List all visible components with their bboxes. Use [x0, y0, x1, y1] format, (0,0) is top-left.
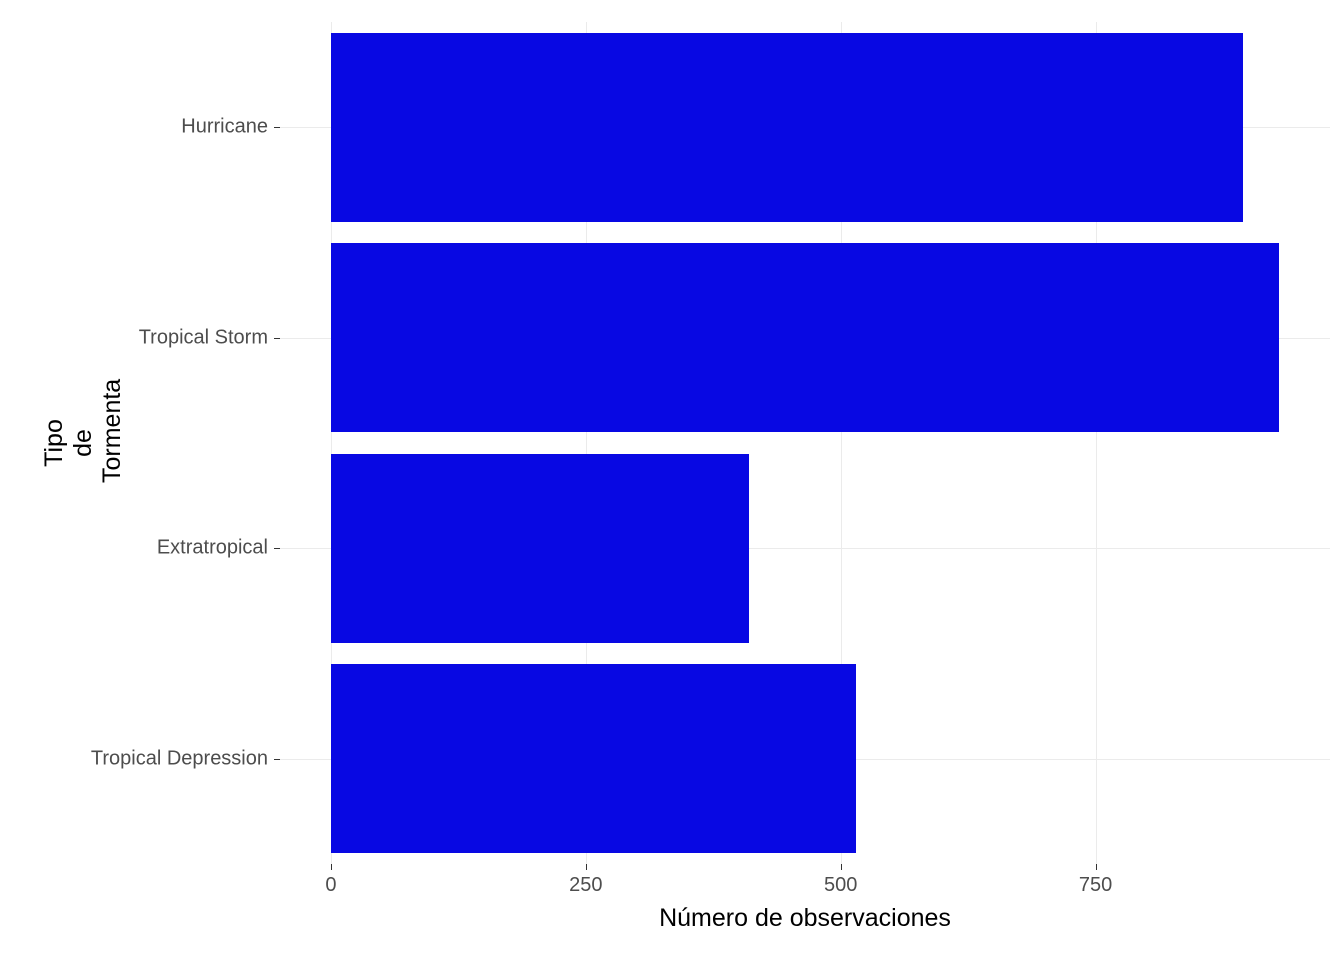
y-tick-mark — [274, 127, 280, 128]
bar — [331, 454, 749, 643]
bar — [331, 243, 1279, 432]
y-axis-label: Tipo de Tormenta — [40, 403, 127, 483]
x-tick-mark — [1096, 864, 1097, 870]
x-tick-mark — [841, 864, 842, 870]
chart-container: 0 250 500 750 Hurricane Tropical Storm Extrat… — [0, 0, 1344, 960]
x-tick-mark — [586, 864, 587, 870]
x-tick-label: 500 — [824, 874, 857, 897]
y-tick-mark — [274, 548, 280, 549]
bar — [331, 664, 856, 853]
x-axis-label: Número de observaciones — [280, 904, 1330, 933]
bar — [331, 33, 1243, 222]
x-tick-label: 750 — [1079, 874, 1112, 897]
x-tick-label: 250 — [569, 874, 602, 897]
y-tick-label: Extratropical — [157, 537, 268, 560]
y-tick-mark — [274, 338, 280, 339]
x-tick-label: 0 — [325, 874, 336, 897]
y-tick-label: Hurricane — [181, 116, 268, 139]
y-tick-label: Tropical Storm — [139, 326, 268, 349]
x-tick-mark — [331, 864, 332, 870]
y-tick-label: Tropical Depression — [91, 747, 268, 770]
y-tick-mark — [274, 759, 280, 760]
